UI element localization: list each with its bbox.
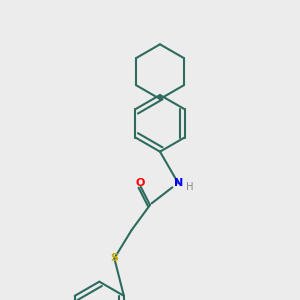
Text: H: H [186, 182, 194, 192]
Text: S: S [110, 253, 118, 263]
Text: O: O [136, 178, 146, 188]
Text: N: N [174, 178, 183, 188]
